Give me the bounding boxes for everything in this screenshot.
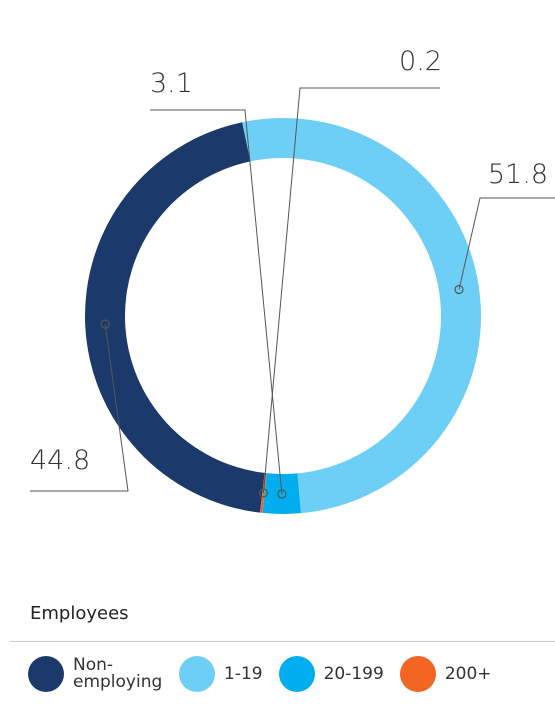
leader-dot xyxy=(258,488,269,498)
legend-swatch xyxy=(399,656,436,692)
leader-line xyxy=(458,197,555,290)
legend-title: Employees xyxy=(30,603,129,624)
leader-line xyxy=(30,324,129,492)
donut-segment xyxy=(242,118,481,514)
legend-item: 200+ xyxy=(399,656,492,692)
donut-segment xyxy=(260,472,267,513)
separator xyxy=(10,641,555,642)
legend-item: 1-19 xyxy=(179,656,263,692)
data-label: 3.1 xyxy=(150,68,193,99)
chart: 44.8 51.8 3.1 0.2 xyxy=(30,46,555,514)
legend-swatch xyxy=(278,656,315,692)
donut-segment xyxy=(85,122,265,513)
legend: Non-employing 1-19 20-199 200+ xyxy=(28,656,508,692)
leader-dot xyxy=(454,284,464,295)
legend-swatch xyxy=(28,656,64,692)
legend-item: Non-employing xyxy=(28,656,163,692)
data-label: 51.8 xyxy=(488,159,548,190)
legend-label: 1-19 xyxy=(224,663,263,684)
legend-item: 20-199 xyxy=(278,656,384,692)
legend-label: 20-199 xyxy=(323,663,384,684)
legend-label: Non-employing xyxy=(73,655,163,692)
data-label: 44.8 xyxy=(30,445,90,476)
leader-line xyxy=(262,87,440,493)
legend-swatch xyxy=(179,656,215,692)
data-label: 0.2 xyxy=(399,46,442,77)
leader-line xyxy=(150,109,283,495)
leader-dot xyxy=(277,489,287,499)
legend-label: 200+ xyxy=(444,663,492,684)
leader-dot xyxy=(100,319,110,329)
